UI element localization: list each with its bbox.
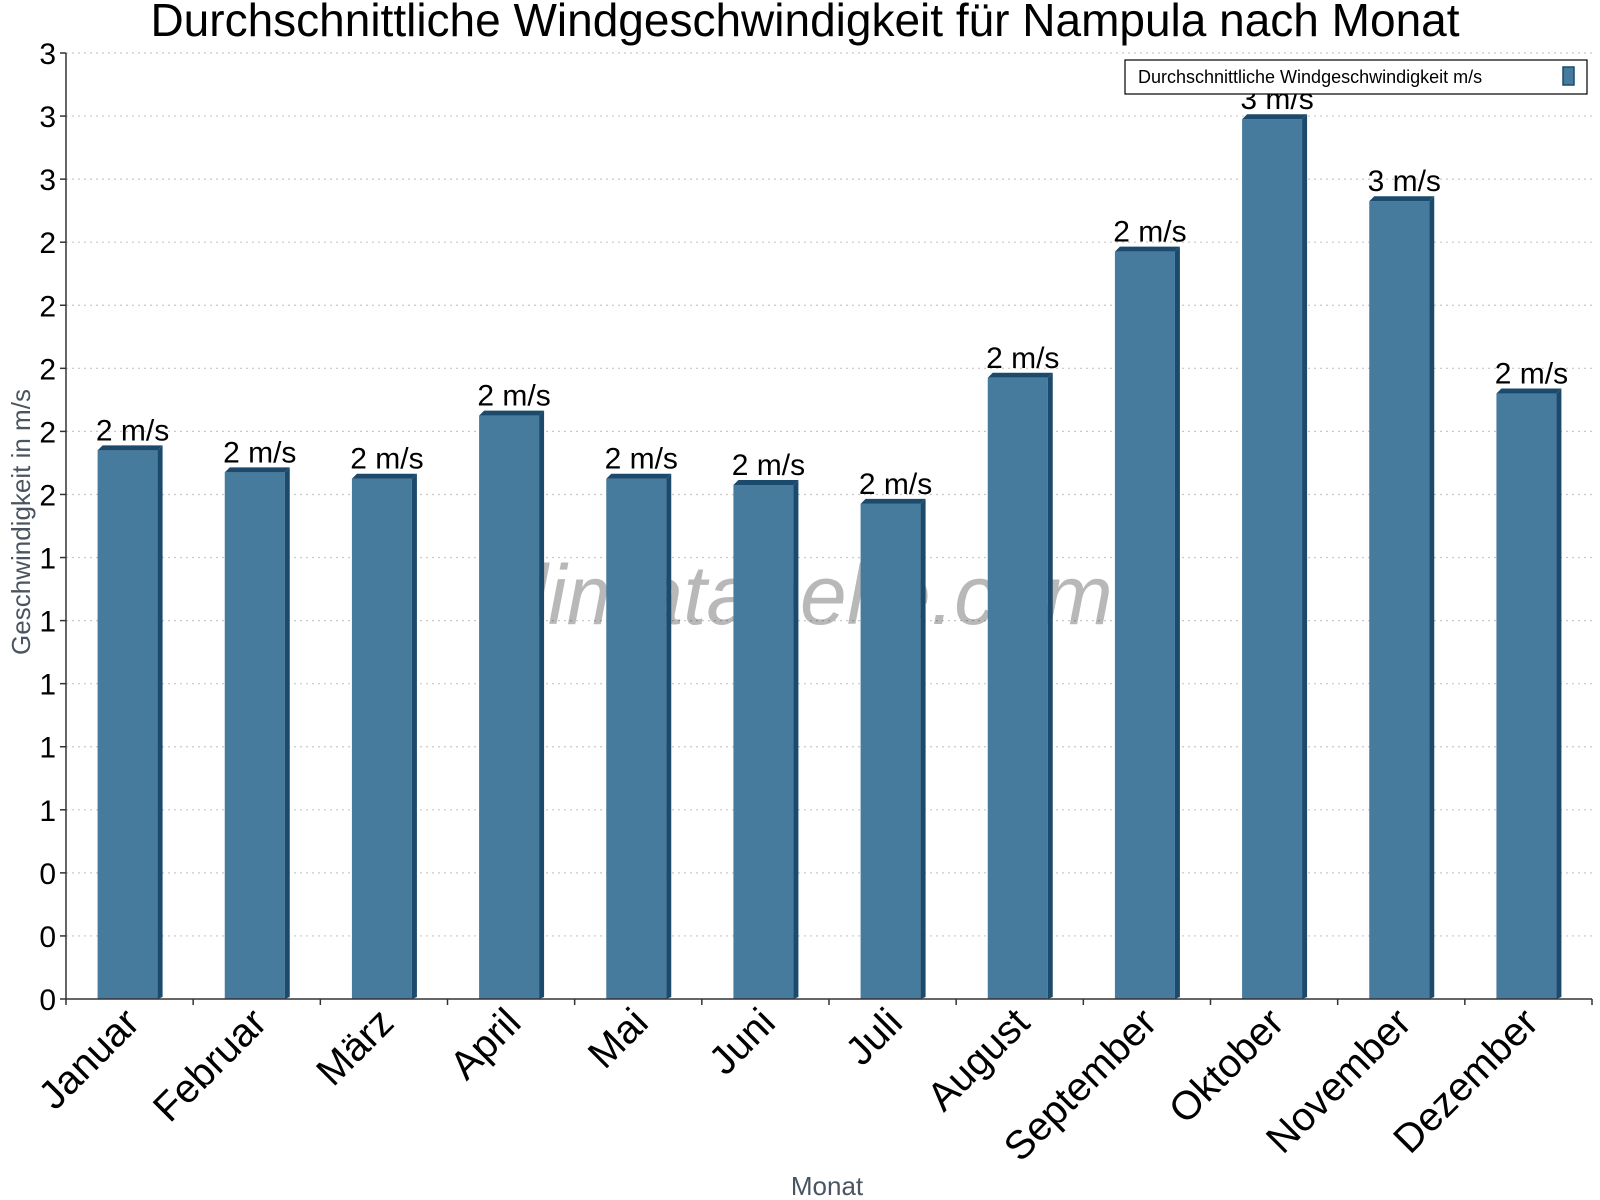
bar-face [97, 450, 158, 999]
legend-label: Durchschnittliche Windgeschwindigkeit m/… [1138, 67, 1482, 87]
bar-januar [97, 445, 163, 999]
bar-top [606, 473, 672, 479]
bar-side [284, 467, 290, 1000]
data-label: 2 m/s [986, 342, 1059, 375]
y-tick-label: 1 [39, 732, 56, 765]
bar-face [733, 485, 794, 999]
x-axis-label: Monat [791, 1171, 864, 1200]
data-label: 3 m/s [1368, 165, 1441, 198]
legend-box [1124, 59, 1588, 95]
bars [97, 114, 1562, 1000]
y-tick-label: 0 [39, 984, 56, 1017]
bar-juni [733, 480, 799, 999]
y-tick-label: 2 [39, 227, 56, 260]
bar-side [411, 473, 417, 999]
bar-face [351, 478, 412, 999]
bar-face [1114, 251, 1175, 999]
bar-side [793, 480, 799, 999]
bar-top [860, 498, 926, 504]
bar-face [860, 503, 921, 999]
y-tick-label: 1 [39, 795, 56, 828]
data-label: 2 m/s [1113, 216, 1186, 249]
bar-face [987, 377, 1048, 999]
bar-face [606, 478, 667, 999]
bar-side [1556, 388, 1562, 999]
bar-top [479, 410, 545, 416]
data-label: 2 m/s [732, 449, 805, 482]
bar-februar [224, 467, 290, 1000]
y-axis-label: Geschwindigkeit in m/s [6, 389, 36, 655]
bar-dezember [1496, 388, 1562, 999]
bar-top [351, 473, 417, 479]
bar-november [1369, 196, 1435, 999]
legend-swatch [1562, 66, 1575, 86]
bar-april [479, 410, 545, 1000]
y-tick-label: 1 [39, 606, 56, 639]
y-tick-labels: 0 0 0 1 1 1 1 1 2 2 2 2 2 3 3 3 [39, 38, 56, 1017]
y-tick-label: 0 [39, 858, 56, 891]
bar-top [987, 372, 1053, 378]
bar-side [1429, 196, 1435, 999]
axes [60, 52, 1593, 1005]
bar-face [1242, 119, 1303, 1000]
data-label: 2 m/s [1495, 358, 1568, 391]
bar-oktober [1242, 114, 1308, 1000]
data-label: 2 m/s [223, 436, 296, 469]
y-tick-label: 1 [39, 669, 56, 702]
y-tick-label: 2 [39, 416, 56, 449]
bar-side [1302, 114, 1308, 1000]
data-label: 2 m/s [605, 443, 678, 476]
y-tick-label: 2 [39, 479, 56, 512]
data-label: 2 m/s [350, 443, 423, 476]
chart-title: Durchschnittliche Windgeschwindigkeit fü… [150, 0, 1459, 46]
bar-side [1174, 246, 1180, 999]
bar-juli [860, 498, 926, 999]
data-label: 2 m/s [96, 414, 169, 447]
y-tick-label: 2 [39, 290, 56, 323]
bar-top [97, 445, 163, 451]
bar-märz [351, 473, 417, 999]
y-tick-label: 3 [39, 38, 56, 71]
bar-top [1369, 196, 1435, 202]
bar-top [224, 467, 290, 473]
data-labels: 2 m/s 2 m/s 2 m/s 2 m/s 2 m/s 2 m/s 2 m/s 2 m/s… [96, 83, 1568, 501]
y-tick-label: 0 [39, 921, 56, 954]
bar-september [1114, 246, 1180, 999]
y-tick-label: 3 [39, 164, 56, 197]
legend: Durchschnittliche Windgeschwindigkeit m/… [1124, 59, 1588, 95]
bar-top [1114, 246, 1180, 252]
bar-face [479, 415, 540, 1000]
bar-side [157, 445, 163, 999]
gridlines [66, 52, 1592, 937]
bar-top [733, 480, 799, 486]
bar-top [1242, 114, 1308, 120]
bar-mai [606, 473, 672, 999]
y-tick-label: 3 [39, 101, 56, 134]
bar-face [1496, 393, 1557, 999]
y-tick-label: 2 [39, 353, 56, 386]
bar-side [1047, 372, 1053, 999]
data-label: 2 m/s [859, 468, 932, 501]
bar-side [920, 498, 926, 999]
data-label: 2 m/s [477, 380, 550, 413]
bar-side [539, 410, 545, 1000]
bar-august [987, 372, 1053, 999]
y-tick-label: 1 [39, 543, 56, 576]
bar-top [1496, 388, 1562, 394]
bar-face [1369, 201, 1430, 999]
bar-side [666, 473, 672, 999]
bar-face [224, 472, 285, 1000]
